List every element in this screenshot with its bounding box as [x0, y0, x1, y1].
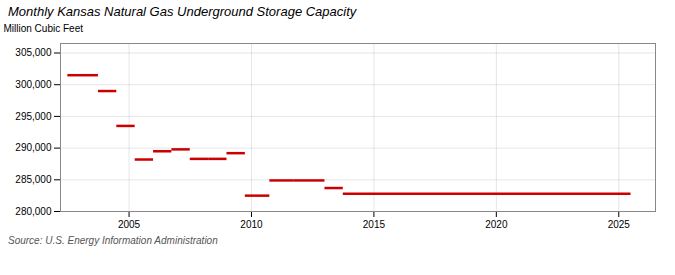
svg-text:280,000: 280,000 [15, 206, 52, 217]
svg-text:2025: 2025 [608, 219, 631, 230]
svg-text:290,000: 290,000 [15, 142, 52, 153]
svg-text:2010: 2010 [240, 219, 263, 230]
svg-text:Million Cubic Feet: Million Cubic Feet [4, 23, 84, 34]
svg-text:2020: 2020 [485, 219, 508, 230]
svg-text:2015: 2015 [363, 219, 386, 230]
svg-text:295,000: 295,000 [15, 111, 52, 122]
svg-text:2005: 2005 [118, 219, 141, 230]
html-text:Source: U.S. Energy Informatio: Source: U.S. Energy Information Administ… [8, 235, 218, 246]
html-text:Monthly Kansas Natural Gas Und: Monthly Kansas Natural Gas Underground S… [8, 4, 357, 19]
svg-text:300,000: 300,000 [15, 79, 52, 90]
svg-text:285,000: 285,000 [15, 174, 52, 185]
svg-text:305,000: 305,000 [15, 47, 52, 58]
